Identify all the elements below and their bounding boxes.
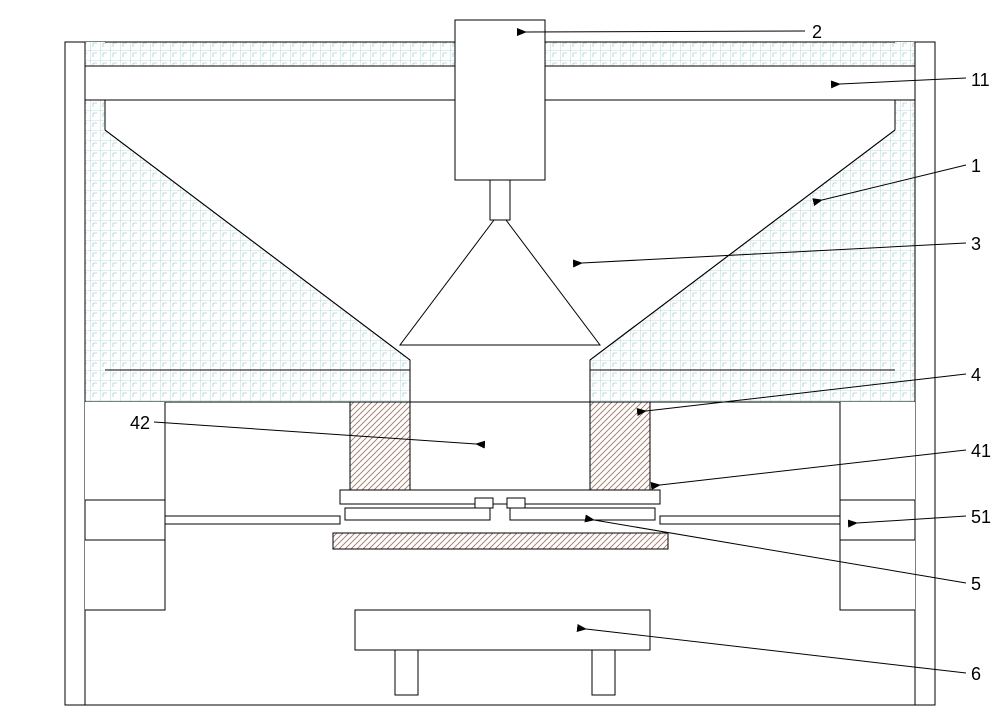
lower-block-left [350,402,410,490]
bottom-bar [333,533,668,549]
label-11: 11 [971,70,990,91]
cart-leg-right [592,650,615,695]
label-3: 3 [971,234,981,255]
center-rod [490,180,510,220]
plate-right [510,508,655,520]
label-41: 41 [971,441,991,462]
lower-block-right [590,402,650,490]
belt-upper [340,490,660,504]
notch-right [507,498,525,508]
side-rod-left [165,516,340,524]
label-5: 5 [971,574,981,595]
label-4: 4 [971,365,981,386]
side-rod-right [660,516,840,524]
plate-left [345,508,490,520]
cart-top [355,610,650,650]
diagram-canvas [0,0,1000,722]
label-6: 6 [971,664,981,685]
label-1: 1 [971,156,981,177]
label-2: 2 [812,22,822,43]
side-cylinder-left [85,500,165,540]
cart-leg-left [395,650,418,695]
label-51: 51 [971,507,991,528]
left-shelf [85,370,410,402]
center-cone [400,220,600,345]
label-42: 42 [130,413,150,434]
notch-left [475,498,493,508]
center-column [455,20,545,180]
